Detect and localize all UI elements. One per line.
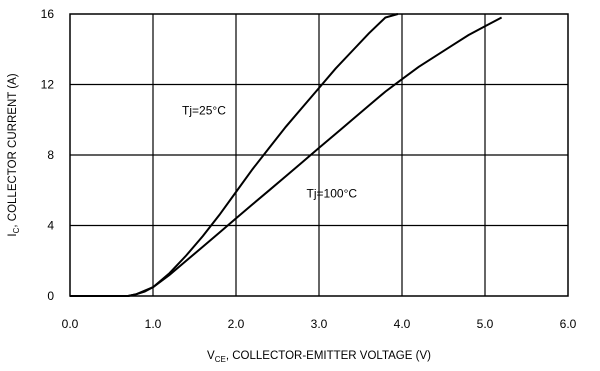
y-axis-title-rest: , COLLECTOR CURRENT (A) (7, 73, 19, 227)
x-tick-label: 6.0 (560, 317, 577, 331)
x-tick-label: 4.0 (394, 317, 411, 331)
x-tick-label: 5.0 (477, 317, 494, 331)
y-tick-label: 12 (41, 78, 55, 92)
x-tick-labels: 0.0 1.0 2.0 3.0 4.0 5.0 6.0 (62, 317, 577, 331)
x-axis-title: VCE, COLLECTOR-EMITTER VOLTAGE (V) (207, 350, 431, 364)
annotation-tj-100c: Tj=100°C (307, 186, 358, 200)
y-tick-label: 4 (47, 219, 54, 233)
series-line-tj-100c (70, 16, 503, 297)
grid (70, 14, 568, 296)
x-tick-label: 2.0 (228, 317, 245, 331)
y-tick-label: 8 (47, 148, 54, 162)
x-axis-title-subscript: CE (215, 355, 226, 364)
curves (70, 13, 503, 297)
x-tick-label: 3.0 (311, 317, 328, 331)
x-axis-title-main: V (207, 350, 215, 362)
curve-annotations: Tj=25°C Tj=100°C (182, 103, 357, 200)
x-tick-label: 1.0 (145, 317, 162, 331)
y-tick-labels: 0 4 8 12 16 (41, 7, 55, 303)
y-axis-title-main: I (7, 233, 19, 236)
y-axis-title: IC, COLLECTOR CURRENT (A) (7, 73, 21, 236)
y-tick-label: 0 (47, 289, 54, 303)
plot-frame (69, 13, 569, 297)
y-tick-label: 16 (41, 7, 55, 21)
annotation-tj-25c: Tj=25°C (182, 103, 226, 117)
y-axis-title-subscript: C (12, 227, 21, 233)
x-tick-label: 0.0 (62, 317, 79, 331)
x-axis-title-rest: , COLLECTOR-EMITTER VOLTAGE (V) (226, 350, 431, 362)
